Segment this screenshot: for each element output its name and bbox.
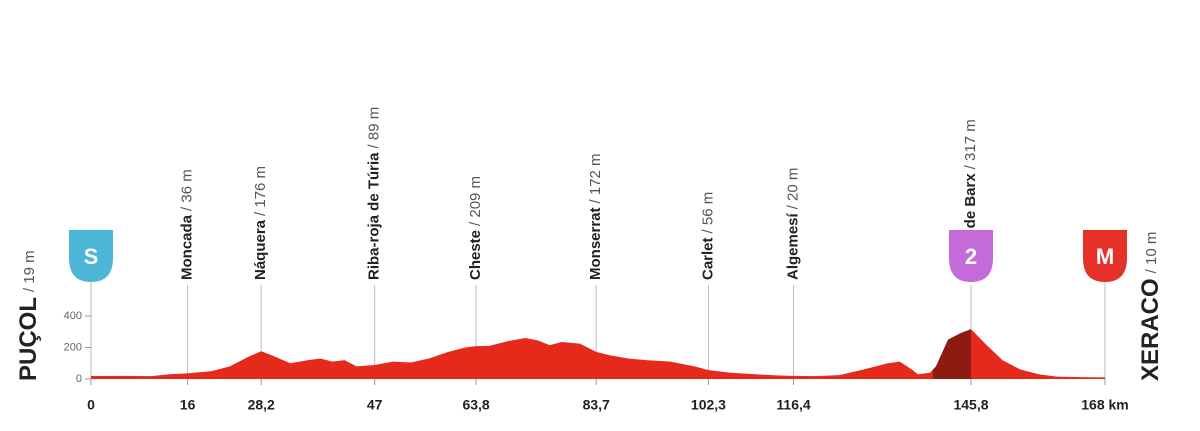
waypoint-elevation: / 176 m bbox=[252, 166, 269, 216]
waypoint-elevation: / 172 m bbox=[587, 153, 604, 203]
marker-label: S bbox=[84, 244, 99, 269]
waypoint-elevation: / 20 m bbox=[785, 168, 802, 210]
start-elevation: / 19 m bbox=[21, 250, 38, 292]
waypoint-name: Riba-roja de Túria bbox=[366, 152, 383, 280]
finish-name: XERACO bbox=[1137, 278, 1164, 381]
waypoint-label: Moncada / 36 m bbox=[179, 169, 196, 280]
waypoint-name: Algemesí bbox=[785, 212, 802, 280]
waypoint-elevation: / 209 m bbox=[467, 176, 484, 226]
waypoint-elevation: / 317 m bbox=[962, 119, 979, 169]
x-tick-label: 102,3 bbox=[691, 397, 726, 413]
waypoint-name: Cheste bbox=[467, 230, 484, 280]
waypoint-label: Carlet / 56 m bbox=[699, 192, 716, 280]
y-tick-label: 400 bbox=[64, 310, 82, 322]
x-tick-label: 116,4 bbox=[776, 397, 810, 413]
waypoint-name: Carlet bbox=[699, 237, 716, 280]
x-tick-label: 28,2 bbox=[248, 397, 275, 413]
x-tick-label: 83,7 bbox=[583, 397, 610, 413]
x-tick-label: 168 km bbox=[1081, 397, 1128, 413]
marker-label: M bbox=[1096, 244, 1114, 269]
waypoint-name: Monserrat bbox=[587, 207, 604, 280]
waypoint-name: Náquera bbox=[252, 219, 269, 280]
x-tick-label: 145,8 bbox=[953, 397, 988, 413]
waypoint-label: Algemesí / 20 m bbox=[785, 168, 802, 280]
waypoint-label: Cheste / 209 m bbox=[467, 176, 484, 280]
waypoint-name: Moncada bbox=[179, 214, 196, 280]
waypoint-elevation: / 36 m bbox=[179, 169, 196, 211]
waypoint-elevation: / 89 m bbox=[366, 107, 383, 149]
waypoint-label: Náquera / 176 m bbox=[252, 166, 269, 280]
marker-badge bbox=[949, 230, 994, 282]
x-tick-label: 16 bbox=[180, 397, 196, 413]
waypoint-label: Monserrat / 172 m bbox=[587, 153, 604, 280]
finish-label: XERACO / 10 m bbox=[1137, 232, 1164, 381]
marker-label: 2 bbox=[965, 244, 977, 269]
marker-badge bbox=[1083, 230, 1127, 282]
waypoint-elevation: / 56 m bbox=[699, 192, 716, 234]
x-tick-label: 63,8 bbox=[462, 397, 489, 413]
start-label: PUÇOL / 19 m bbox=[15, 250, 42, 381]
waypoint-label: Riba-roja de Túria / 89 m bbox=[366, 107, 383, 280]
marker-badge bbox=[69, 230, 113, 282]
y-tick-label: 0 bbox=[76, 373, 82, 385]
finish-elevation: / 10 m bbox=[1143, 232, 1160, 274]
start-name: PUÇOL bbox=[15, 297, 42, 381]
x-tick-label: 0 bbox=[87, 397, 95, 413]
x-tick-label: 47 bbox=[367, 397, 383, 413]
y-tick-label: 200 bbox=[64, 341, 82, 353]
elevation-area bbox=[91, 329, 1105, 379]
climb-area bbox=[932, 329, 972, 379]
